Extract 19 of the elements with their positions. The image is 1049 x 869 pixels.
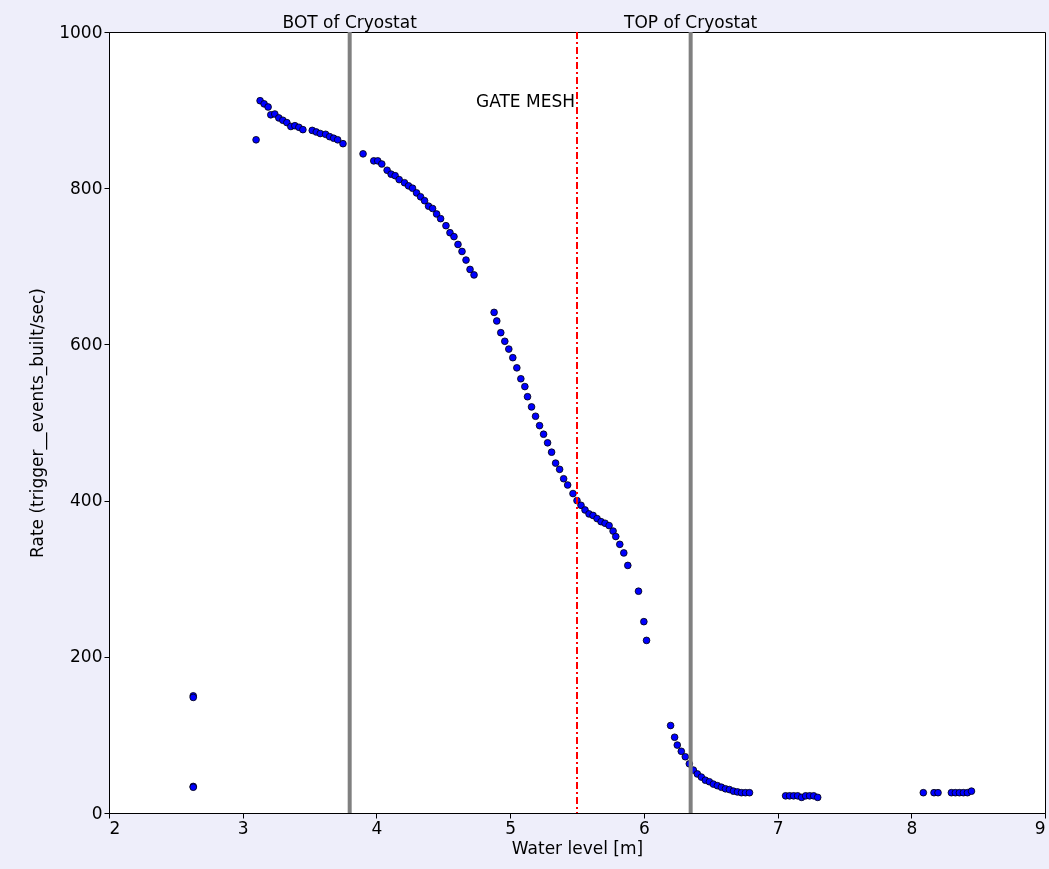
ref-line-label: BOT of Cryostat — [282, 12, 418, 32]
x-tick-label: 5 — [505, 817, 517, 838]
x-tick-label: 3 — [237, 817, 249, 838]
y-tick-label: 800 — [70, 177, 103, 198]
x-tick-label: 8 — [906, 817, 918, 838]
x-tick-label: 7 — [772, 817, 784, 838]
y-axis-title: Rate (trigger__events_built/sec) — [27, 288, 49, 558]
x-tick-label: 9 — [1034, 817, 1046, 838]
y-tick-label: 1000 — [59, 21, 103, 42]
y-tick-label: 200 — [70, 646, 103, 667]
y-tick-label: 600 — [70, 333, 103, 354]
x-tick-label: 2 — [109, 817, 121, 838]
y-tick-label: 400 — [70, 490, 103, 511]
y-tick-label: 0 — [91, 802, 103, 823]
ref-line-label: TOP of Cryostat — [623, 12, 758, 32]
x-tick-label: 4 — [371, 817, 383, 838]
x-tick-label: 6 — [638, 817, 650, 838]
x-axis-title: Water level [m] — [511, 837, 644, 858]
ref-line-label: GATE MESH — [476, 91, 575, 112]
